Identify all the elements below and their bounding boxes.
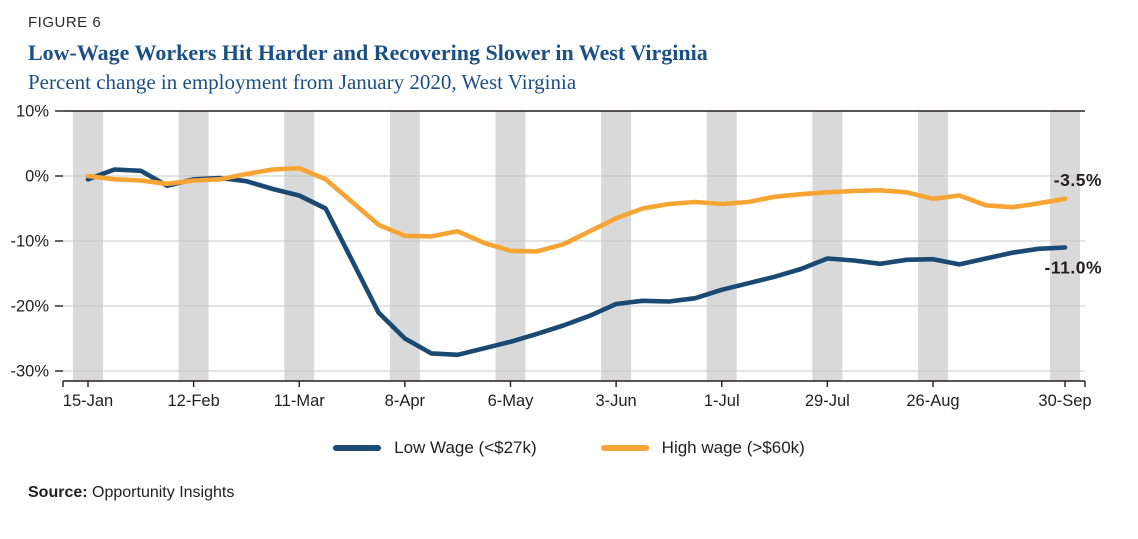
legend-swatch-low-wage [333,444,382,452]
employment-change-line-chart: 10% 0% -10% -20% -30% 15-Jan 12-Feb 11-Mar 8-Apr… [10,103,1102,411]
svg-text:30-Sep: 30-Sep [1038,392,1091,410]
svg-text:29-Jul: 29-Jul [805,392,850,410]
svg-text:26-Aug: 26-Aug [906,392,959,410]
legend-item-high-wage: High wage (>$60k) [600,438,805,458]
svg-text:11-Mar: 11-Mar [274,392,326,410]
source-label: Source: [28,484,88,501]
svg-text:10%: 10% [16,103,49,121]
svg-text:-30%: -30% [10,363,49,381]
svg-text:8-Apr: 8-Apr [385,392,426,410]
figure-header: FIGURE 6 Low-Wage Workers Hit Harder and… [28,14,1138,95]
legend: Low Wage (<$27k) High wage (>$60k) [0,438,1138,458]
legend-label-high-wage: High wage (>$60k) [661,438,805,457]
svg-text:6-May: 6-May [488,392,535,410]
legend-item-low-wage: Low Wage (<$27k) [333,438,537,458]
svg-text:-10%: -10% [10,233,49,251]
svg-text:3-Jun: 3-Jun [595,392,636,410]
chart-title: Low-Wage Workers Hit Harder and Recoveri… [28,40,708,65]
line-chart: 10% 0% -10% -20% -30% 15-Jan 12-Feb 11-Mar 8-Apr… [0,99,1138,416]
legend-swatch-high-wage [600,444,649,452]
svg-text:-3.5%: -3.5% [1054,170,1102,190]
legend-label-low-wage: Low Wage (<$27k) [394,438,537,457]
svg-text:12-Feb: 12-Feb [167,392,219,410]
source-text: Opportunity Insights [92,484,235,501]
svg-text:0%: 0% [25,168,49,186]
svg-text:1-Jul: 1-Jul [704,392,740,410]
svg-text:-11.0%: -11.0% [1045,258,1102,278]
svg-text:15-Jan: 15-Jan [63,392,113,410]
source: Source: Opportunity Insights [28,484,1138,502]
figure-number: FIGURE 6 [28,14,102,31]
svg-text:-20%: -20% [10,298,49,316]
chart-subtitle: Percent change in employment from Januar… [28,70,577,94]
